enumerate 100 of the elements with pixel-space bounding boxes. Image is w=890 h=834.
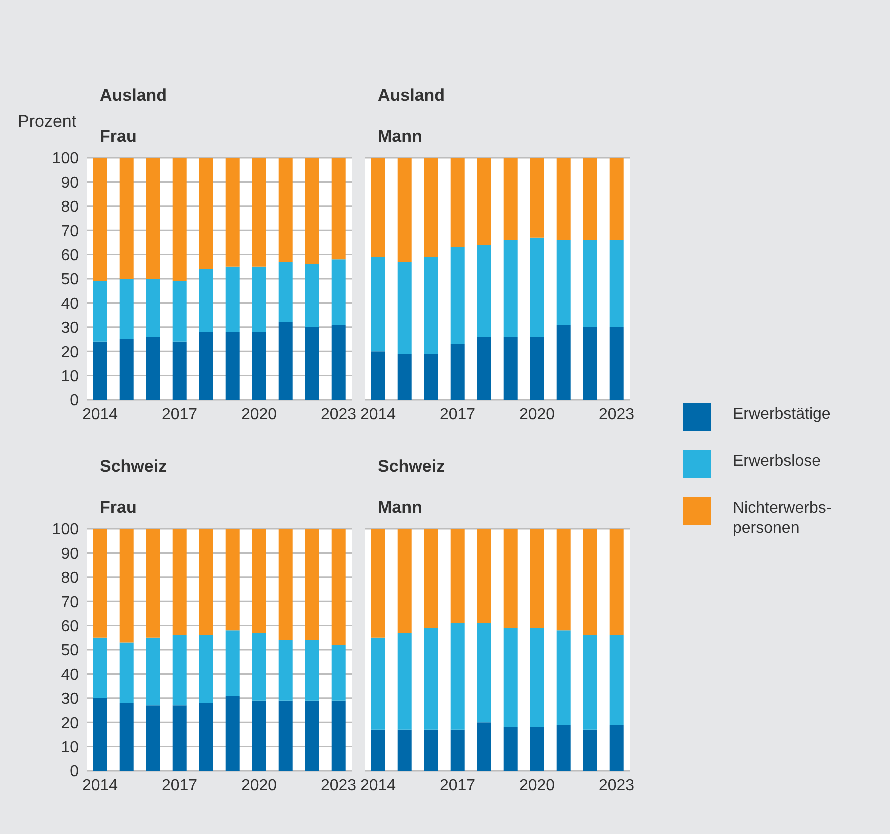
bar xyxy=(332,158,346,260)
bar xyxy=(172,281,187,342)
bar xyxy=(371,352,386,400)
bar xyxy=(93,342,108,400)
bar xyxy=(610,240,624,328)
chart-subtitle: Mann xyxy=(378,498,422,518)
chart-title: Schweiz xyxy=(100,457,168,477)
bar xyxy=(556,725,571,771)
bar xyxy=(371,730,386,771)
y-tick-label: 20 xyxy=(61,715,80,732)
bar xyxy=(504,727,518,771)
bar xyxy=(530,727,544,771)
y-tick-label: 30 xyxy=(61,691,80,708)
bar xyxy=(450,730,465,771)
y-tick-label: 10 xyxy=(61,368,80,386)
x-tick-label: 2023 xyxy=(598,406,635,424)
bar xyxy=(278,529,293,640)
bar xyxy=(610,327,624,400)
chart-title: Ausland xyxy=(378,86,446,106)
y-tick-label: 0 xyxy=(70,764,80,781)
bar xyxy=(504,337,518,400)
legend-label: Erwerbslose xyxy=(733,452,822,472)
x-tick-label: 2014 xyxy=(82,777,118,794)
y-tick-label: 0 xyxy=(70,392,80,410)
bar xyxy=(172,529,187,636)
bar xyxy=(146,158,160,279)
legend-label: Nichterwerbs-personen xyxy=(733,499,833,539)
bar xyxy=(120,279,134,340)
bar xyxy=(424,628,438,730)
bar xyxy=(172,342,187,400)
x-tick-label: 2023 xyxy=(598,777,635,794)
y-tick-label: 80 xyxy=(61,570,80,588)
chart-title: Ausland xyxy=(100,86,168,106)
bar xyxy=(278,158,293,262)
bar xyxy=(450,248,465,344)
x-tick-label: 2017 xyxy=(440,777,476,794)
bar xyxy=(610,158,624,240)
bar xyxy=(252,633,266,701)
bar xyxy=(398,730,412,771)
bar xyxy=(226,332,240,400)
y-tick-label: 20 xyxy=(61,344,80,362)
bar xyxy=(305,529,320,640)
bar xyxy=(252,700,266,771)
y-tick-label: 10 xyxy=(61,739,80,756)
bar xyxy=(477,337,492,400)
x-tick-label: 2020 xyxy=(241,406,278,424)
bar xyxy=(583,327,598,400)
bar xyxy=(504,240,518,338)
y-tick-label: 70 xyxy=(61,223,80,240)
bar xyxy=(583,635,598,730)
bar xyxy=(530,158,544,238)
bar xyxy=(252,332,266,400)
bar xyxy=(424,158,438,258)
x-tick-label: 2017 xyxy=(162,777,198,794)
y-tick-label: 90 xyxy=(61,174,80,192)
bar xyxy=(477,529,492,624)
bar xyxy=(530,529,544,628)
y-tick-label: 100 xyxy=(52,150,80,168)
bar xyxy=(199,635,214,704)
bar xyxy=(120,529,134,643)
x-tick-label: 2014 xyxy=(360,777,396,794)
bar xyxy=(305,264,320,328)
bar xyxy=(146,337,160,400)
bar xyxy=(504,158,518,240)
bar xyxy=(477,623,492,723)
bar xyxy=(424,354,438,400)
bar xyxy=(530,337,544,400)
bar xyxy=(332,645,346,701)
bar xyxy=(424,257,438,354)
bar xyxy=(398,262,412,354)
x-tick-label: 2014 xyxy=(360,406,396,424)
bar xyxy=(305,327,320,400)
bar xyxy=(199,332,214,400)
bar xyxy=(278,700,293,771)
y-tick-label: 60 xyxy=(61,618,80,636)
x-tick-label: 2020 xyxy=(519,777,556,794)
bar xyxy=(398,529,412,634)
bar xyxy=(146,706,160,771)
y-tick-label: 40 xyxy=(61,666,80,684)
y-tick-label: 70 xyxy=(61,594,80,612)
bar xyxy=(226,696,240,771)
bar xyxy=(305,158,320,264)
bar xyxy=(120,340,134,400)
bar xyxy=(172,635,187,706)
bar xyxy=(199,529,214,636)
x-tick-label: 2017 xyxy=(162,406,198,424)
bar xyxy=(450,158,465,248)
y-axis-title: Prozent xyxy=(18,112,77,132)
bar xyxy=(172,706,187,771)
bar xyxy=(93,529,108,638)
bar xyxy=(226,158,240,267)
bar xyxy=(252,266,266,332)
bar xyxy=(93,158,108,282)
bar xyxy=(199,703,214,771)
bar xyxy=(278,322,293,400)
bar xyxy=(398,158,412,262)
bar xyxy=(252,529,266,634)
bar xyxy=(610,725,624,771)
bar xyxy=(556,240,571,325)
bar xyxy=(120,703,134,771)
